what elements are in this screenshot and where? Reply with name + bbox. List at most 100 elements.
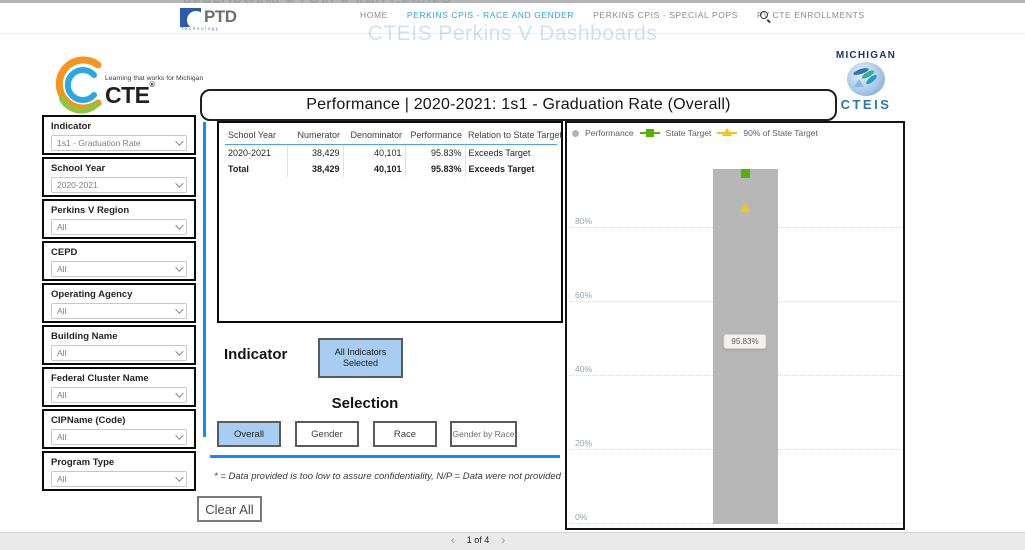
cell-numerator: 38,429 bbox=[287, 145, 343, 162]
chart-plot-area: 80% 60% 40% 20% 0% 95.83% bbox=[567, 154, 903, 524]
y-tick-60: 60% bbox=[575, 290, 592, 300]
vertical-accent-line bbox=[203, 122, 206, 437]
state-target-marker[interactable] bbox=[741, 169, 750, 178]
filter-program-type-dropdown[interactable]: All bbox=[51, 471, 187, 487]
col-numerator: Numerator bbox=[287, 128, 343, 145]
next-page-icon[interactable]: › bbox=[501, 534, 505, 546]
dashboard-page: PERFORMANCE | RACE AND GENDER CTEIS Perk… bbox=[0, 0, 1025, 550]
performance-data-label: 95.83% bbox=[723, 334, 766, 349]
legend-target90-label: 90% of State Target bbox=[743, 128, 818, 138]
clear-all-button[interactable]: Clear All bbox=[197, 496, 262, 522]
chevron-down-icon bbox=[175, 431, 183, 439]
filter-building-name-dropdown[interactable]: All bbox=[51, 345, 187, 361]
cte-logo-word-text: CTE bbox=[105, 82, 150, 108]
col-relation-to-state-target: Relation to State Target bbox=[465, 128, 557, 145]
nav-item-pv-cte-enrollments[interactable]: PV CTE ENROLLMENTS bbox=[757, 10, 865, 20]
top-navigation: HOME PERKINS CPIS - RACE AND GENDER PERK… bbox=[360, 10, 865, 20]
filter-label: Indicator bbox=[51, 121, 187, 132]
filter-perkins-v-region: Perkins V Region All bbox=[42, 199, 196, 239]
filter-operating-agency: Operating Agency All bbox=[42, 283, 196, 323]
filter-building-name: Building Name All bbox=[42, 325, 196, 365]
chevron-down-icon bbox=[175, 221, 183, 229]
search-icon[interactable] bbox=[760, 11, 772, 23]
filter-label: Operating Agency bbox=[51, 289, 187, 300]
col-performance: Performance bbox=[405, 128, 465, 145]
filter-perkins-v-region-dropdown[interactable]: All bbox=[51, 219, 187, 235]
filter-value: All bbox=[57, 348, 66, 358]
filter-sidebar: Indicator 1s1 - Graduation Rate School Y… bbox=[42, 115, 196, 493]
ptd-logo-icon bbox=[180, 8, 201, 27]
y-tick-20: 20% bbox=[575, 438, 592, 448]
col-denominator: Denominator bbox=[343, 128, 405, 145]
filter-value: All bbox=[57, 264, 66, 274]
cell-performance: 95.83% bbox=[405, 161, 465, 177]
ptd-logo-word: PTD bbox=[204, 7, 237, 27]
page-indicator: 1 of 4 bbox=[467, 535, 490, 545]
ptd-logo: PTD Technology bbox=[180, 7, 240, 31]
chevron-down-icon bbox=[175, 347, 183, 355]
legend-state-target-label: State Target bbox=[666, 128, 712, 138]
nav-item-perkins-race-gender[interactable]: PERKINS CPIS - RACE AND GENDER bbox=[407, 10, 574, 20]
page-title: Performance | 2020-2021: 1s1 - Graduatio… bbox=[306, 96, 730, 114]
cell-relation: Exceeds Target bbox=[465, 161, 557, 177]
filter-program-type: Program Type All bbox=[42, 451, 196, 491]
filter-federal-cluster-name: Federal Cluster Name All bbox=[42, 367, 196, 407]
table-row[interactable]: 2020-2021 38,429 40,101 95.83% Exceeds T… bbox=[225, 145, 557, 162]
filter-cipname-code: CIPName (Code) All bbox=[42, 409, 196, 449]
filter-cepd-dropdown[interactable]: All bbox=[51, 261, 187, 277]
filter-value: All bbox=[57, 474, 66, 484]
filter-value: All bbox=[57, 432, 66, 442]
ptd-logo-subtext: Technology bbox=[181, 26, 220, 31]
filter-indicator-dropdown[interactable]: 1s1 - Graduation Rate bbox=[51, 135, 187, 151]
prev-page-icon[interactable]: ‹ bbox=[451, 534, 455, 546]
selection-gender-button[interactable]: Gender bbox=[295, 421, 359, 447]
search-icon-tail bbox=[767, 19, 771, 23]
table-header-row: School Year Numerator Denominator Perfor… bbox=[225, 128, 557, 145]
filter-cipname-code-dropdown[interactable]: All bbox=[51, 429, 187, 445]
nav-item-home[interactable]: HOME bbox=[360, 10, 388, 20]
filter-school-year-dropdown[interactable]: 2020-2021 bbox=[51, 177, 187, 193]
performance-chart: Performance State Target 90% of State Ta… bbox=[565, 121, 905, 530]
selection-race-button[interactable]: Race bbox=[373, 421, 437, 447]
performance-table-container: School Year Numerator Denominator Perfor… bbox=[217, 121, 563, 323]
filter-school-year: School Year 2020-2021 bbox=[42, 157, 196, 197]
legend-target90-icon bbox=[717, 132, 737, 134]
cell-performance: 95.83% bbox=[405, 145, 465, 162]
filter-label: Building Name bbox=[51, 331, 187, 342]
cell-denominator: 40,101 bbox=[343, 161, 405, 177]
target90-marker[interactable] bbox=[740, 203, 750, 212]
cte-logo: Learning that works for Michigan CTE® bbox=[52, 53, 202, 115]
cell-school-year: Total bbox=[225, 161, 287, 177]
legend-triangle-marker-icon bbox=[722, 128, 732, 136]
chevron-down-icon bbox=[175, 473, 183, 481]
filter-label: Program Type bbox=[51, 457, 187, 468]
cte-logo-arcs-icon bbox=[52, 53, 104, 115]
filter-operating-agency-dropdown[interactable]: All bbox=[51, 303, 187, 319]
cell-denominator: 40,101 bbox=[343, 145, 405, 162]
filter-label: CEPD bbox=[51, 247, 187, 258]
indicator-section-label: Indicator bbox=[224, 346, 287, 363]
nav-item-perkins-special-pops[interactable]: PERKINS CPIS - SPECIAL POPS bbox=[593, 10, 738, 20]
filter-value: 2020-2021 bbox=[57, 180, 98, 190]
selection-heading: Selection bbox=[210, 395, 520, 412]
michigan-cteis-logo: MICHIGAN CTEIS bbox=[830, 50, 902, 116]
selection-overall-button[interactable]: Overall bbox=[217, 421, 281, 447]
chevron-down-icon bbox=[175, 263, 183, 271]
cell-relation: Exceeds Target bbox=[465, 145, 557, 162]
chevron-down-icon bbox=[175, 389, 183, 397]
all-indicators-selected-button[interactable]: All Indicators Selected bbox=[318, 338, 403, 378]
report-pager: ‹ 1 of 4 › bbox=[451, 534, 506, 546]
filter-cepd: CEPD All bbox=[42, 241, 196, 281]
chevron-down-icon bbox=[175, 179, 183, 187]
filter-value: All bbox=[57, 390, 66, 400]
table-total-row[interactable]: Total 38,429 40,101 95.83% Exceeds Targe… bbox=[225, 161, 557, 177]
selection-gender-by-race-button[interactable]: Gender by Race bbox=[450, 421, 517, 447]
filter-federal-cluster-name-dropdown[interactable]: All bbox=[51, 387, 187, 403]
cell-numerator: 38,429 bbox=[287, 161, 343, 177]
cteis-globe-shape bbox=[854, 79, 864, 87]
filter-value: 1s1 - Graduation Rate bbox=[57, 138, 141, 148]
cte-logo-tagline: Learning that works for Michigan bbox=[105, 75, 203, 82]
report-title-box: Performance | 2020-2021: 1s1 - Graduatio… bbox=[200, 89, 837, 121]
filter-label: School Year bbox=[51, 163, 187, 174]
legend-state-target-icon bbox=[640, 132, 660, 134]
